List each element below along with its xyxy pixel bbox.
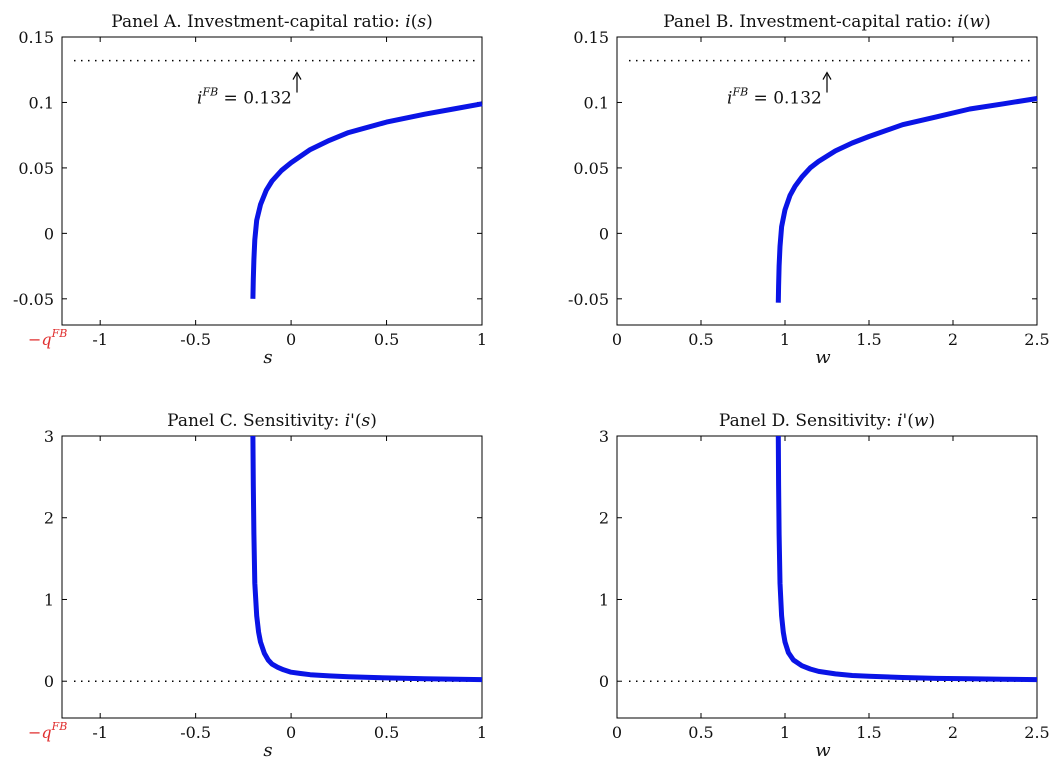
panel-title: Panel D. Sensitivity: i'(w) xyxy=(719,411,935,431)
x-tick-label: -0.5 xyxy=(180,723,211,742)
annotation-label: iFB​ = 0.132 xyxy=(727,86,822,109)
x-tick-label: -1 xyxy=(92,330,108,349)
plot-frame xyxy=(616,36,1038,326)
y-tick-label: 0 xyxy=(599,224,609,243)
annotation-label: iFB​ = 0.132 xyxy=(197,86,292,109)
panel-c: Panel C. Sensitivity: i'(s) -1 -0.5 0 0.5 1 −q… xyxy=(28,411,487,761)
x-axis-label: w xyxy=(815,347,831,368)
x-axis-label: s xyxy=(263,740,272,761)
annotation-arrowhead xyxy=(292,71,302,80)
x-tick-label: 0 xyxy=(286,723,296,742)
x-tick-label: 0.5 xyxy=(374,330,399,349)
y-tick-label: 0.05 xyxy=(573,159,609,178)
series-line xyxy=(775,435,1038,683)
x-tick-label: 0.5 xyxy=(688,330,713,349)
x-tick-label: 0 xyxy=(612,723,622,742)
x-tick-label: 2.5 xyxy=(1024,723,1049,742)
x-tick-label: 1.5 xyxy=(856,723,881,742)
x-tick-label: 0.5 xyxy=(688,723,713,742)
x-tick-label: 1 xyxy=(780,330,790,349)
y-tick-label: 2 xyxy=(599,509,609,528)
y-tick-label: 0.1 xyxy=(29,93,54,112)
plot-frame xyxy=(61,435,483,719)
x-tick-label: 0 xyxy=(612,330,622,349)
plot-frame xyxy=(616,435,1038,719)
panel-a: Panel A. Investment-capital ratio: i(s) -… xyxy=(13,12,487,368)
x-tick-label-qfb: −qFB​ xyxy=(28,720,67,742)
y-tick-label: 3 xyxy=(599,427,609,446)
y-tick-label: 3 xyxy=(44,427,54,446)
panel-title: Panel C. Sensitivity: i'(s) xyxy=(167,411,377,431)
y-tick-label: 0 xyxy=(44,224,54,243)
x-tick-label-qfb: −qFB​ xyxy=(28,327,67,349)
panel-b: Panel B. Investment-capital ratio: i(w) 0… xyxy=(568,12,1050,368)
y-tick-label: 0.15 xyxy=(573,28,609,47)
series-line xyxy=(775,96,1038,303)
x-tick-label: 1 xyxy=(477,723,487,742)
x-tick-label: 2 xyxy=(948,723,958,742)
panel-d: Panel D. Sensitivity: i'(w) 0 0.5 1 1.5 2 2.5 0… xyxy=(599,411,1050,761)
y-tick-label: -0.05 xyxy=(13,290,54,309)
x-tick-label: 1 xyxy=(477,330,487,349)
y-tick-label: 1 xyxy=(599,590,609,609)
y-tick-label: 0 xyxy=(599,672,609,691)
x-tick-label: -1 xyxy=(92,723,108,742)
y-tick-label: 0 xyxy=(44,672,54,691)
panel-title: Panel B. Investment-capital ratio: i(w) xyxy=(663,12,991,32)
y-tick-label: 2 xyxy=(44,509,54,528)
series-line xyxy=(250,101,483,299)
x-tick-label: 0 xyxy=(286,330,296,349)
panel-title: Panel A. Investment-capital ratio: i(s) xyxy=(111,12,432,32)
series-line xyxy=(250,435,483,683)
y-tick-label: 0.05 xyxy=(18,159,54,178)
x-tick-label: 1 xyxy=(780,723,790,742)
y-tick-label: 0.15 xyxy=(18,28,54,47)
x-axis-label: s xyxy=(263,347,272,368)
x-tick-label: 0.5 xyxy=(374,723,399,742)
y-tick-label: 1 xyxy=(44,590,54,609)
y-tick-label: 0.1 xyxy=(584,93,609,112)
y-tick-label: -0.05 xyxy=(568,290,609,309)
x-tick-label: 2.5 xyxy=(1024,330,1049,349)
x-tick-label: 1.5 xyxy=(856,330,881,349)
x-axis-label: w xyxy=(815,740,831,761)
x-tick-label: 2 xyxy=(948,330,958,349)
x-tick-label: -0.5 xyxy=(180,330,211,349)
annotation-arrowhead xyxy=(822,71,832,80)
plot-frame xyxy=(61,36,483,326)
